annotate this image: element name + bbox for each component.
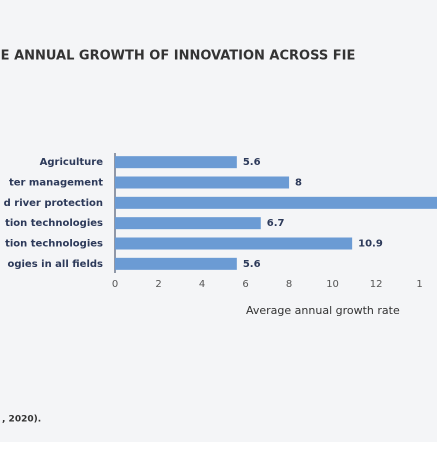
x-axis-label: Average annual growth rate [246,304,400,317]
x-tick-label: 6 [242,279,248,290]
bar [115,176,290,189]
bar [115,237,353,250]
y-tick-label: Agriculture [40,157,104,168]
y-tick-label: tion technologies [5,239,103,250]
y-tick-label: ter management [9,178,103,189]
value-label: 5.6 [243,157,261,168]
bar [115,156,237,169]
x-tick-label: 0 [112,279,118,290]
x-tick-label: 4 [199,279,205,290]
footnote: , 2020). [2,415,41,425]
value-label: 8 [295,178,302,189]
chart-title: GE ANNUAL GROWTH OF INNOVATION ACROSS FI… [0,49,355,64]
value-label: 10.9 [358,239,383,250]
value-label: 5.6 [243,259,261,270]
y-tick-label: d river protection [4,198,103,209]
bar [115,257,237,270]
bar [115,196,437,209]
x-tick-label: 8 [286,279,292,290]
y-tick-label: tion technologies [5,218,103,229]
y-tick-label: ogies in all fields [7,259,103,270]
x-tick-label: 1 [416,279,422,290]
value-label: 6.7 [267,218,285,229]
x-tick-label: 2 [155,279,161,290]
bar [115,217,261,230]
x-tick-label: 10 [326,279,339,290]
x-tick-label: 12 [370,279,383,290]
